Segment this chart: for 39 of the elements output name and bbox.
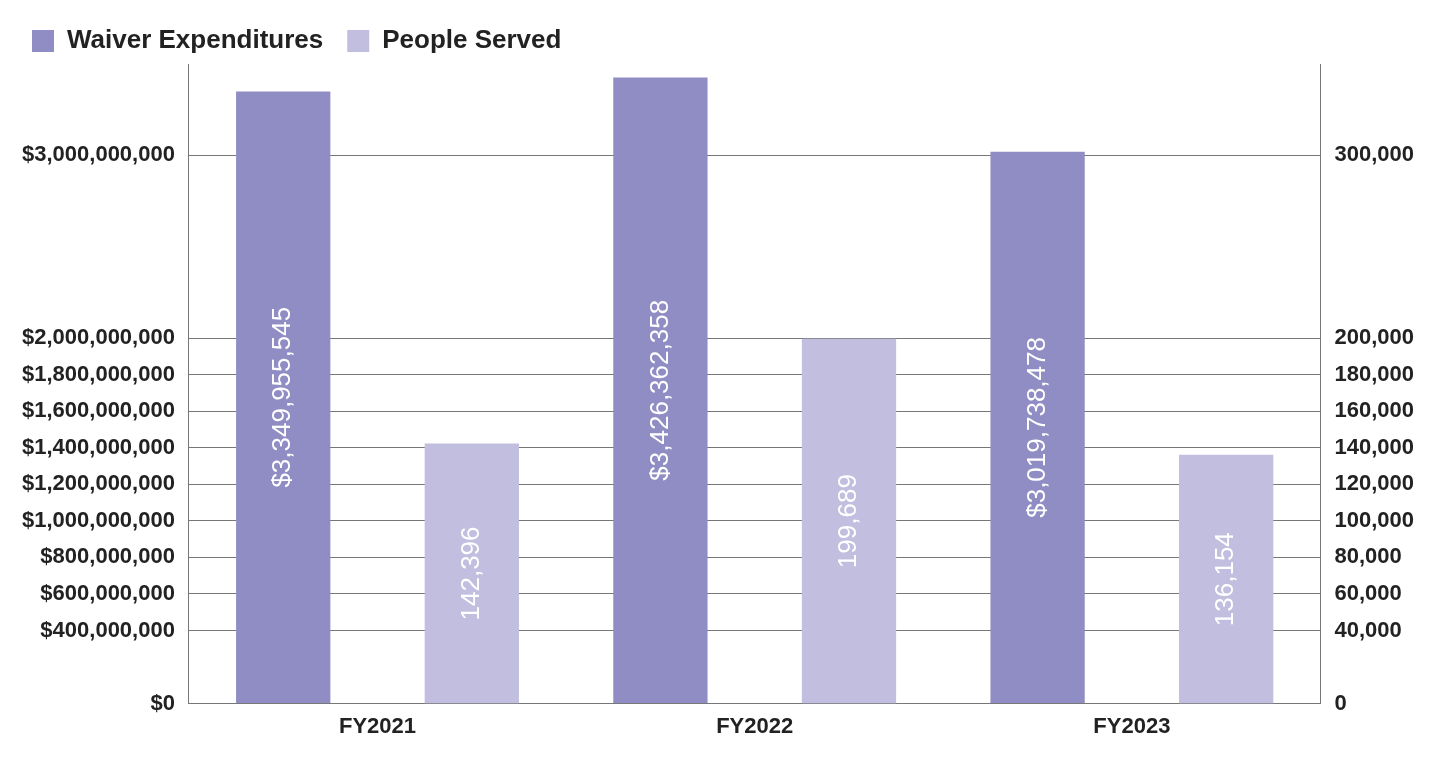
bar <box>801 338 897 704</box>
y2-tick-label: 80,000 <box>1334 543 1402 569</box>
y-tick-label: $1,200,000,000 <box>21 470 175 496</box>
y-tick-label: $800,000,000 <box>40 543 175 569</box>
text: $3,426,362,358 <box>643 299 674 481</box>
y2-tick-label: 60,000 <box>1334 580 1402 606</box>
text: $3,349,955,545 <box>266 306 297 488</box>
y-tick-label: $600,000,000 <box>40 580 175 606</box>
y2-tick-label: 160,000 <box>1334 397 1415 423</box>
text: 136,154 <box>1209 532 1240 627</box>
y2-tick-label: 100,000 <box>1334 506 1415 532</box>
x-tick-label: FY2022 <box>716 712 794 738</box>
bar <box>424 443 519 704</box>
legend-label: Waiver Expenditures <box>67 24 324 55</box>
bar <box>1179 454 1274 704</box>
text: $3,019,738,478 <box>1020 337 1051 518</box>
y-tick-label: $1,800,000,000 <box>21 360 175 386</box>
x-tick-label: FY2023 <box>1093 712 1171 738</box>
y-tick-label: $2,000,000,000 <box>21 324 175 350</box>
y2-tick-label: 140,000 <box>1334 433 1415 459</box>
y2-tick-label: 300,000 <box>1334 141 1415 167</box>
legend-label: People Served <box>382 24 562 55</box>
y-tick-label: $1,000,000,000 <box>21 506 175 532</box>
y-tick-label: $1,600,000,000 <box>21 397 175 423</box>
y-tick-label: $400,000,000 <box>40 616 175 642</box>
y2-tick-label: 120,000 <box>1334 470 1415 496</box>
bar <box>236 91 331 704</box>
text: 142,396 <box>454 526 485 621</box>
y2-tick-label: 180,000 <box>1334 360 1415 386</box>
y-tick-label: $0 <box>150 689 175 715</box>
text: 199,689 <box>832 474 863 569</box>
bar <box>613 77 708 704</box>
y-tick-label: $1,400,000,000 <box>21 433 175 459</box>
y2-tick-label: 0 <box>1334 689 1347 715</box>
y-tick-label: $3,000,000,000 <box>21 141 175 167</box>
x-tick-label: FY2021 <box>338 712 417 738</box>
bar <box>990 151 1085 704</box>
y2-tick-label: 40,000 <box>1334 616 1402 642</box>
y2-tick-label: 200,000 <box>1334 324 1415 350</box>
